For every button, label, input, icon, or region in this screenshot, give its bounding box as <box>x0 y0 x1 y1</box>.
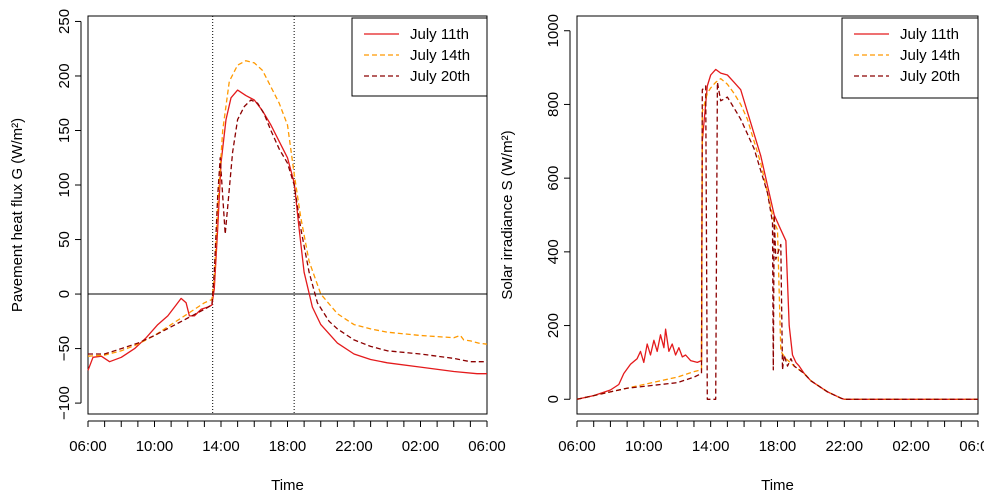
plot-frame <box>576 15 979 415</box>
y-tick-label: 200 <box>56 63 73 88</box>
legend-label: July 20th <box>410 68 470 85</box>
y-tick-label: 400 <box>545 239 562 264</box>
y-tick-label: 50 <box>56 231 73 248</box>
x-tick-label: 06:00 <box>959 438 984 455</box>
x-tick-label: 06:00 <box>69 438 107 455</box>
x-tick-label: 10:00 <box>625 438 663 455</box>
y-tick-label: 250 <box>56 9 73 34</box>
series-line-2 <box>576 77 978 400</box>
x-tick-label: 14:00 <box>692 438 730 455</box>
y-tick-label: 1000 <box>545 14 562 47</box>
y-tick-label: 100 <box>56 172 73 197</box>
legend-label: July 11th <box>900 26 959 43</box>
y-axis-label: Pavement heat flux G (W/m²) <box>9 118 26 312</box>
plot-frame <box>87 15 488 415</box>
series-line-3 <box>576 81 978 400</box>
series-line-1 <box>87 89 487 375</box>
y-tick-label: 150 <box>56 118 73 143</box>
legend-box <box>841 17 979 99</box>
x-axis-label: Time <box>271 477 304 491</box>
x-tick-label: 06:00 <box>468 438 506 455</box>
x-tick-label: 02:00 <box>402 438 440 455</box>
x-tick-label: 22:00 <box>335 438 373 455</box>
x-tick-label: 02:00 <box>892 438 930 455</box>
legend: July 11th July 14th July 20th <box>351 17 488 97</box>
chart-panel-2: 06:00 10:00 14:00 18:00 22:00 02:00 06:00 Time 0… <box>499 14 984 491</box>
x-tick-label: 10:00 <box>136 438 174 455</box>
y-tick-label: 0 <box>545 395 562 403</box>
series-line-3 <box>88 99 487 363</box>
legend-box <box>351 17 488 97</box>
x-tick-label: 22:00 <box>826 438 864 455</box>
x-tick-label: 18:00 <box>269 438 307 455</box>
y-axis-label: Solar irradiance S (W/m²) <box>499 130 516 299</box>
x-tick-label: 18:00 <box>759 438 797 455</box>
x-tick-label: 06:00 <box>558 438 596 455</box>
legend-label: July 14th <box>900 47 960 64</box>
y-tick-label: −100 <box>56 386 73 420</box>
legend-label: July 11th <box>410 26 469 43</box>
legend-label: July 20th <box>900 68 960 85</box>
y-tick-label: 800 <box>545 92 562 117</box>
x-axis-label: Time <box>761 477 794 491</box>
y-tick-label: 600 <box>545 166 562 191</box>
series-line-2 <box>87 60 488 357</box>
chart-panel-1: 06:00 10:00 14:00 18:00 22:00 02:00 06:00 Time −… <box>9 9 506 491</box>
y-tick-label: 0 <box>56 290 73 298</box>
legend-label: July 14th <box>410 47 470 64</box>
legend: July 11th July 14th July 20th <box>841 17 979 99</box>
x-tick-label: 14:00 <box>202 438 240 455</box>
y-tick-label: −50 <box>56 336 73 361</box>
y-tick-label: 200 <box>545 313 562 338</box>
